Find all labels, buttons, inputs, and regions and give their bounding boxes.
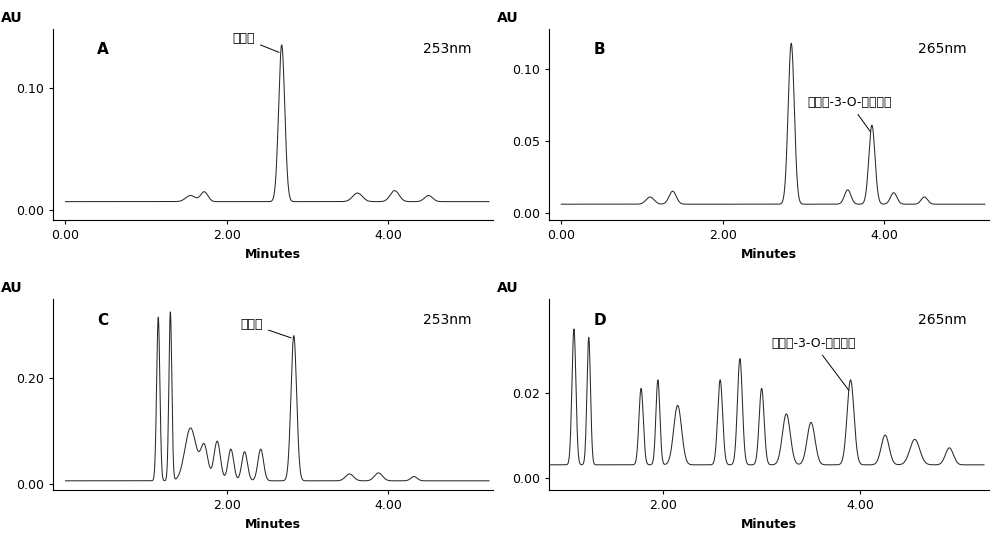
X-axis label: Minutes: Minutes <box>741 518 797 531</box>
Text: AU: AU <box>1 281 22 295</box>
Text: 253nm: 253nm <box>423 313 471 327</box>
Text: 山奈酬-3-O-芊香糖苷: 山奈酬-3-O-芊香糖苷 <box>807 96 892 132</box>
Text: 樺花酸: 樺花酸 <box>233 32 279 53</box>
Text: AU: AU <box>496 11 518 25</box>
Text: A: A <box>97 42 109 57</box>
X-axis label: Minutes: Minutes <box>245 248 301 261</box>
Text: 265nm: 265nm <box>918 42 967 56</box>
Text: D: D <box>593 313 606 327</box>
Text: 樺花酸: 樺花酸 <box>241 318 291 338</box>
X-axis label: Minutes: Minutes <box>245 518 301 531</box>
Text: AU: AU <box>1 11 22 25</box>
Text: B: B <box>593 42 605 57</box>
Text: 265nm: 265nm <box>918 313 967 327</box>
Text: 253nm: 253nm <box>423 42 471 56</box>
Text: C: C <box>97 313 108 327</box>
Text: AU: AU <box>496 281 518 295</box>
Text: 山奈酬-3-O-芊香糖苷: 山奈酬-3-O-芊香糖苷 <box>772 337 856 390</box>
X-axis label: Minutes: Minutes <box>741 248 797 261</box>
